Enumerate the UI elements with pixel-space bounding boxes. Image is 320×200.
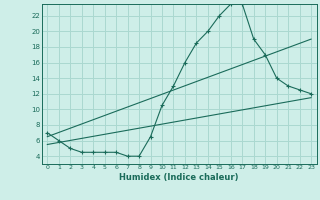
X-axis label: Humidex (Indice chaleur): Humidex (Indice chaleur) — [119, 173, 239, 182]
